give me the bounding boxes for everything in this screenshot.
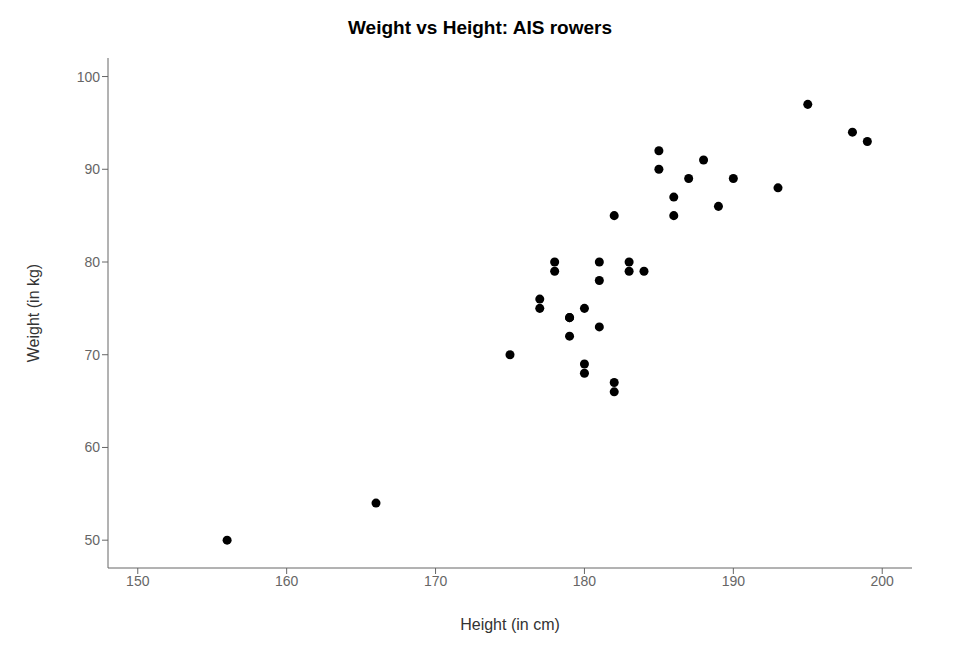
svg-text:50: 50 — [84, 532, 100, 548]
svg-text:190: 190 — [722, 573, 746, 589]
svg-text:70: 70 — [84, 347, 100, 363]
svg-text:160: 160 — [275, 573, 299, 589]
svg-text:150: 150 — [126, 573, 150, 589]
svg-text:Height (in cm): Height (in cm) — [460, 616, 560, 633]
html-text:Weight vs Height: AIS rowers: Weight vs Height: AIS rowers — [348, 17, 612, 38]
svg-text:80: 80 — [84, 254, 100, 270]
svg-text:100: 100 — [77, 69, 101, 85]
svg-text:180: 180 — [573, 573, 597, 589]
svg-text:200: 200 — [871, 573, 895, 589]
svg-text:60: 60 — [84, 439, 100, 455]
svg-text:170: 170 — [424, 573, 448, 589]
svg-text:Weight (in kg): Weight (in kg) — [25, 264, 42, 362]
svg-text:90: 90 — [84, 161, 100, 177]
